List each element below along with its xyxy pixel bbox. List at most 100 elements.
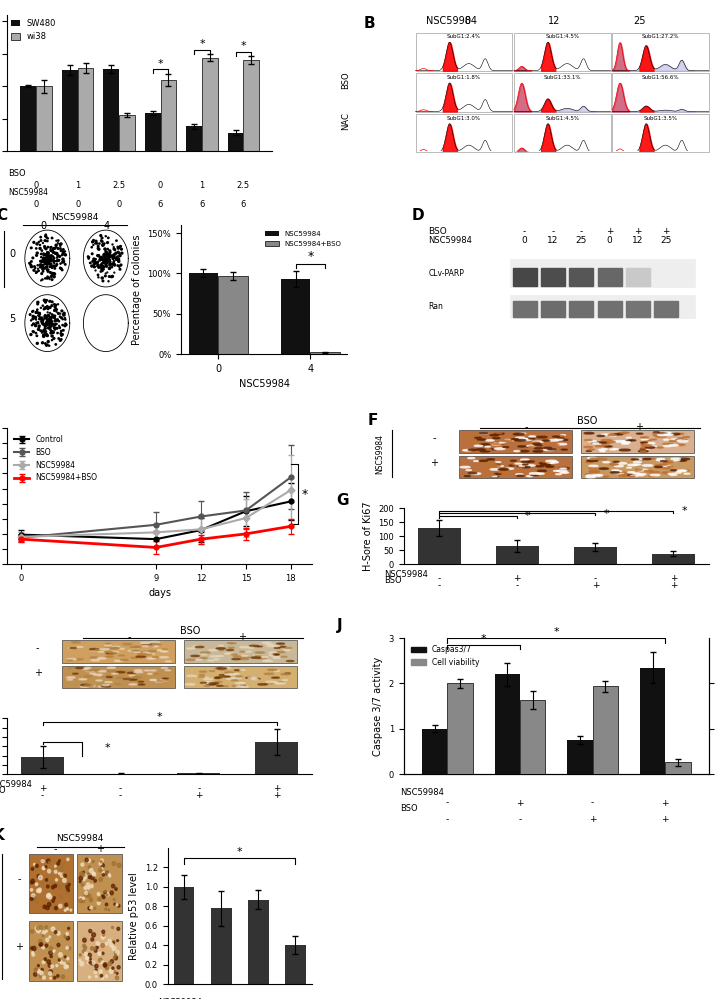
Circle shape bbox=[663, 446, 671, 447]
Circle shape bbox=[107, 670, 116, 672]
Circle shape bbox=[36, 335, 38, 337]
Text: 0: 0 bbox=[158, 181, 163, 190]
Circle shape bbox=[535, 445, 542, 447]
Circle shape bbox=[43, 324, 45, 326]
Circle shape bbox=[47, 276, 48, 277]
Circle shape bbox=[49, 972, 52, 975]
Circle shape bbox=[33, 270, 35, 271]
Circle shape bbox=[91, 938, 94, 941]
Circle shape bbox=[33, 323, 34, 325]
Legend: NSC59984, NSC59984+BSO: NSC59984, NSC59984+BSO bbox=[262, 229, 344, 250]
Circle shape bbox=[45, 944, 48, 947]
Circle shape bbox=[102, 647, 111, 649]
Circle shape bbox=[505, 468, 513, 470]
Circle shape bbox=[41, 257, 42, 258]
Circle shape bbox=[480, 444, 490, 446]
Circle shape bbox=[85, 858, 88, 862]
Text: +: + bbox=[634, 227, 642, 236]
Circle shape bbox=[59, 895, 62, 899]
Circle shape bbox=[44, 958, 47, 961]
Circle shape bbox=[51, 272, 52, 274]
Circle shape bbox=[47, 257, 49, 259]
Circle shape bbox=[487, 465, 498, 467]
Circle shape bbox=[200, 651, 211, 653]
Circle shape bbox=[265, 660, 273, 661]
Circle shape bbox=[106, 255, 107, 256]
Text: -: - bbox=[551, 227, 554, 236]
Circle shape bbox=[33, 331, 34, 333]
Text: *: * bbox=[158, 59, 163, 69]
Circle shape bbox=[115, 660, 123, 661]
Circle shape bbox=[111, 255, 113, 257]
Circle shape bbox=[604, 443, 610, 444]
Circle shape bbox=[514, 451, 520, 452]
Text: SubG1:4.5%: SubG1:4.5% bbox=[546, 116, 579, 121]
Circle shape bbox=[140, 642, 150, 643]
Text: 0: 0 bbox=[9, 249, 16, 260]
Circle shape bbox=[89, 976, 91, 978]
Circle shape bbox=[113, 254, 115, 256]
Bar bbox=[612, 114, 709, 152]
Circle shape bbox=[210, 655, 218, 657]
Circle shape bbox=[50, 330, 52, 331]
Circle shape bbox=[59, 267, 61, 269]
Circle shape bbox=[44, 262, 46, 264]
Circle shape bbox=[234, 669, 241, 670]
Circle shape bbox=[668, 434, 676, 435]
Circle shape bbox=[46, 255, 47, 256]
Circle shape bbox=[41, 318, 42, 320]
Circle shape bbox=[518, 439, 527, 440]
Circle shape bbox=[44, 325, 47, 327]
Circle shape bbox=[657, 460, 665, 461]
Circle shape bbox=[480, 451, 490, 452]
Circle shape bbox=[49, 260, 51, 262]
Circle shape bbox=[42, 323, 44, 325]
Circle shape bbox=[104, 254, 106, 256]
Circle shape bbox=[43, 257, 44, 259]
Y-axis label: Percentage of colonies: Percentage of colonies bbox=[132, 235, 142, 345]
Circle shape bbox=[34, 317, 37, 319]
Circle shape bbox=[46, 318, 48, 320]
Circle shape bbox=[112, 257, 115, 259]
Circle shape bbox=[43, 867, 45, 869]
Circle shape bbox=[54, 266, 55, 267]
Circle shape bbox=[96, 685, 105, 686]
Circle shape bbox=[112, 258, 114, 260]
Circle shape bbox=[42, 859, 44, 861]
Circle shape bbox=[531, 442, 540, 444]
Circle shape bbox=[100, 860, 102, 862]
Text: -: - bbox=[523, 227, 526, 236]
Circle shape bbox=[64, 251, 65, 252]
Circle shape bbox=[662, 472, 672, 474]
Circle shape bbox=[90, 875, 95, 879]
Circle shape bbox=[538, 476, 547, 478]
Circle shape bbox=[592, 442, 602, 444]
Circle shape bbox=[47, 315, 49, 317]
Circle shape bbox=[95, 259, 96, 260]
Circle shape bbox=[109, 259, 110, 261]
Circle shape bbox=[117, 940, 119, 942]
Circle shape bbox=[54, 906, 57, 910]
Circle shape bbox=[468, 450, 478, 451]
Circle shape bbox=[57, 319, 58, 321]
Bar bbox=[511, 259, 695, 287]
Circle shape bbox=[86, 670, 92, 671]
Circle shape bbox=[160, 656, 168, 658]
Text: D: D bbox=[411, 208, 424, 223]
Circle shape bbox=[477, 439, 485, 441]
Circle shape bbox=[47, 262, 48, 263]
Circle shape bbox=[44, 259, 45, 260]
FancyBboxPatch shape bbox=[29, 853, 74, 913]
Circle shape bbox=[479, 433, 488, 434]
Circle shape bbox=[683, 470, 690, 472]
Circle shape bbox=[502, 440, 512, 442]
Circle shape bbox=[249, 645, 258, 646]
Circle shape bbox=[53, 273, 55, 275]
Circle shape bbox=[232, 658, 241, 659]
Circle shape bbox=[50, 317, 52, 319]
Circle shape bbox=[39, 264, 42, 266]
Circle shape bbox=[128, 650, 135, 651]
Circle shape bbox=[42, 961, 45, 964]
Circle shape bbox=[117, 966, 120, 969]
Circle shape bbox=[492, 477, 498, 478]
